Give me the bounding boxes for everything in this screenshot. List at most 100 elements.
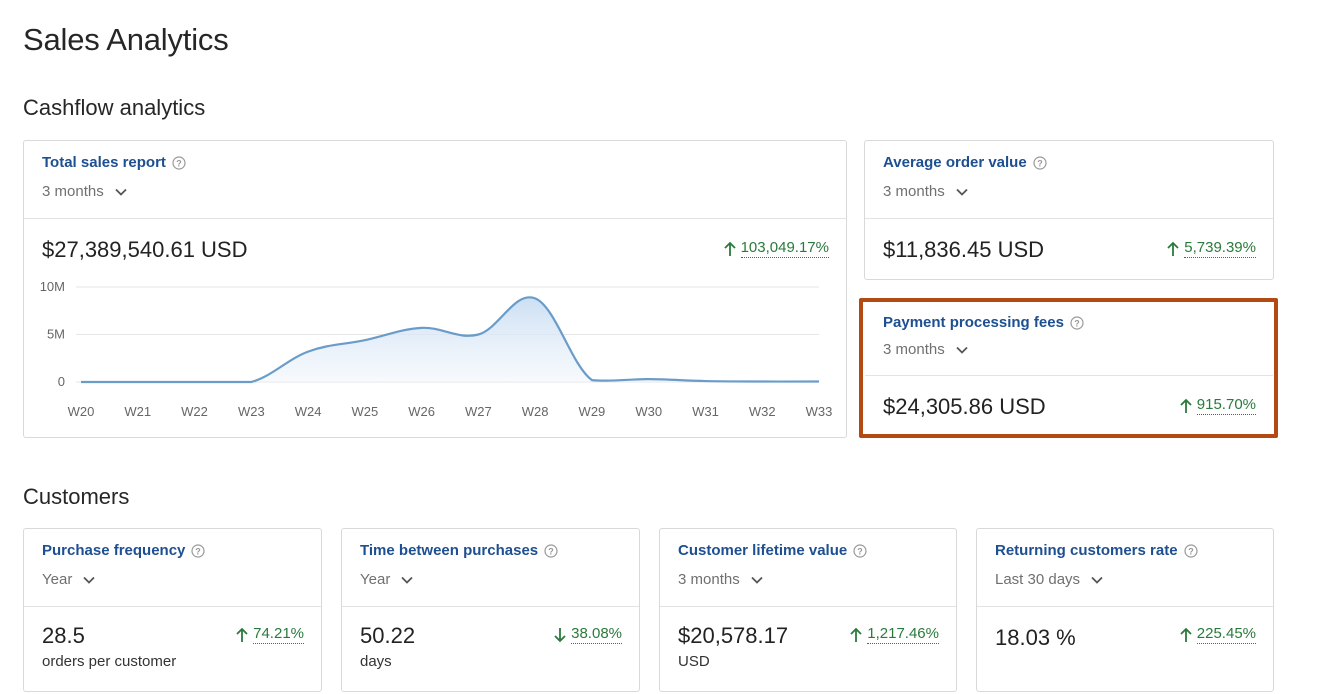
avg-order-card: Average order value ? 3 months $11,836.4… <box>864 140 1274 280</box>
delta-value: 74.21% <box>253 625 304 644</box>
chevron-down-icon <box>956 188 968 196</box>
card-title: Customer lifetime value ? <box>678 542 867 559</box>
chart-x-tick-label: W30 <box>635 404 662 419</box>
metric-delta[interactable]: 74.21% <box>235 625 304 644</box>
chevron-down-icon <box>1091 576 1103 584</box>
range-label: 3 months <box>883 183 945 200</box>
svg-text:?: ? <box>857 546 863 556</box>
card-title: Average order value ? <box>883 154 1047 171</box>
metric-delta[interactable]: 225.45% <box>1179 625 1256 644</box>
metric-unit: days <box>360 653 392 670</box>
range-label: Last 30 days <box>995 571 1081 588</box>
chart-x-tick-label: W32 <box>749 404 776 419</box>
metric-delta[interactable]: 103,049.17% <box>723 239 829 258</box>
help-icon[interactable]: ? <box>1070 315 1084 330</box>
chart-x-ticks: W20 W21 W22 W23 W24 W25 W26 W27 W28 W29 W30 W31 W32 W… <box>68 404 833 419</box>
metric-value: 28.5 <box>42 623 85 648</box>
chart-y-ticks: 0 5M 10M <box>40 279 65 389</box>
help-icon[interactable]: ? <box>1183 543 1198 558</box>
card-header <box>865 301 1273 376</box>
arrow-up-icon <box>850 627 862 642</box>
page-title: Sales Analytics <box>23 22 229 57</box>
card-title-text: Returning customers rate <box>995 542 1178 559</box>
range-dropdown[interactable]: Last 30 days <box>995 571 1104 588</box>
metric-delta[interactable]: 5,739.39% <box>1166 239 1256 258</box>
arrow-up-icon <box>1167 241 1179 256</box>
card-header <box>342 529 639 607</box>
chevron-down-icon <box>115 188 127 196</box>
range-dropdown[interactable]: 3 months <box>883 183 969 200</box>
help-icon[interactable]: ? <box>544 543 558 558</box>
arrow-up-icon <box>723 241 736 256</box>
card-title: Total sales report ? <box>42 154 186 171</box>
metric-unit: USD <box>678 653 710 670</box>
section-title-cashflow: Cashflow analytics <box>23 95 206 120</box>
range-dropdown[interactable]: 3 months <box>678 571 764 588</box>
chevron-down-icon <box>956 346 968 354</box>
arrow-up-icon <box>236 627 248 642</box>
chevron-down-icon <box>83 576 95 584</box>
metric-value: $20,578.17 <box>678 623 789 648</box>
total-sales-chart: 0 5M 10M W20 W21 W22 W23 W24 W25 W26 W27 W28 W29 W30… <box>40 279 833 419</box>
range-label: 3 months <box>678 571 740 588</box>
metric-delta[interactable]: 1,217.46% <box>849 625 939 644</box>
svg-text:?: ? <box>548 546 554 556</box>
time-between-card: Time between purchases ? Year 50.22 days… <box>341 528 640 692</box>
range-dropdown[interactable]: 3 months <box>42 183 128 200</box>
card-header <box>977 529 1273 607</box>
chart-y-tick-label: 10M <box>40 279 65 294</box>
chart-x-tick-label: W33 <box>806 404 833 419</box>
chart-x-tick-label: W29 <box>579 404 606 419</box>
section-title-customers: Customers <box>23 484 130 509</box>
help-icon[interactable]: ? <box>172 155 186 170</box>
chevron-down-icon <box>401 576 413 584</box>
range-label: Year <box>360 571 391 588</box>
chart-x-tick-label: W21 <box>124 404 151 419</box>
chart-x-tick-label: W22 <box>181 404 208 419</box>
metric-value: $24,305.86 USD <box>883 394 1046 419</box>
card-title: Time between purchases ? <box>360 542 558 559</box>
returning-rate-card: Returning customers rate ? Last 30 days … <box>976 528 1274 692</box>
card-title: Returning customers rate ? <box>995 542 1198 559</box>
chart-x-tick-label: W25 <box>351 404 378 419</box>
arrow-up-icon <box>1180 398 1192 413</box>
svg-text:?: ? <box>1074 318 1080 328</box>
delta-value: 5,739.39% <box>1184 239 1256 258</box>
chart-x-tick-label: W28 <box>522 404 549 419</box>
purchase-frequency-card: Purchase frequency ? Year 28.5 orders pe… <box>23 528 322 692</box>
card-title-text: Average order value <box>883 154 1027 171</box>
range-label: Year <box>42 571 73 588</box>
delta-value: 38.08% <box>571 625 622 644</box>
metric-delta[interactable]: 38.08% <box>553 625 622 644</box>
card-title-text: Time between purchases <box>360 542 539 559</box>
card-title: Payment processing fees ? <box>883 314 1084 331</box>
help-icon[interactable]: ? <box>1033 155 1047 170</box>
chart-y-tick-label: 5M <box>47 327 65 342</box>
delta-value: 915.70% <box>1196 396 1256 415</box>
help-icon[interactable]: ? <box>853 543 867 558</box>
chart-x-tick-label: W20 <box>68 404 95 419</box>
chart-area <box>81 297 819 382</box>
chart-x-tick-label: W31 <box>692 404 719 419</box>
svg-text:?: ? <box>196 546 202 556</box>
range-dropdown[interactable]: Year <box>42 571 96 588</box>
arrow-up-icon <box>1180 627 1192 642</box>
lifetime-value-card: Customer lifetime value ? 3 months $20,5… <box>659 528 957 692</box>
svg-text:?: ? <box>176 158 182 168</box>
help-icon[interactable]: ? <box>191 543 206 558</box>
chart-x-tick-label: W27 <box>465 404 492 419</box>
range-label: 3 months <box>883 341 945 358</box>
delta-value: 225.45% <box>1196 625 1256 644</box>
card-header <box>24 141 846 219</box>
total-sales-card: Total sales report ? 3 months $27,389,54… <box>23 140 847 438</box>
delta-value: 103,049.17% <box>740 239 829 258</box>
chart-line <box>81 296 820 384</box>
chart-y-tick-label: 0 <box>58 374 65 389</box>
range-dropdown[interactable]: Year <box>360 571 414 588</box>
arrow-down-icon <box>554 627 566 642</box>
card-title-text: Purchase frequency <box>42 542 186 559</box>
range-dropdown[interactable]: 3 months <box>883 341 969 358</box>
card-title: Purchase frequency ? <box>42 542 206 559</box>
chart-x-tick-label: W26 <box>408 404 435 419</box>
metric-delta[interactable]: 915.70% <box>1179 396 1256 415</box>
